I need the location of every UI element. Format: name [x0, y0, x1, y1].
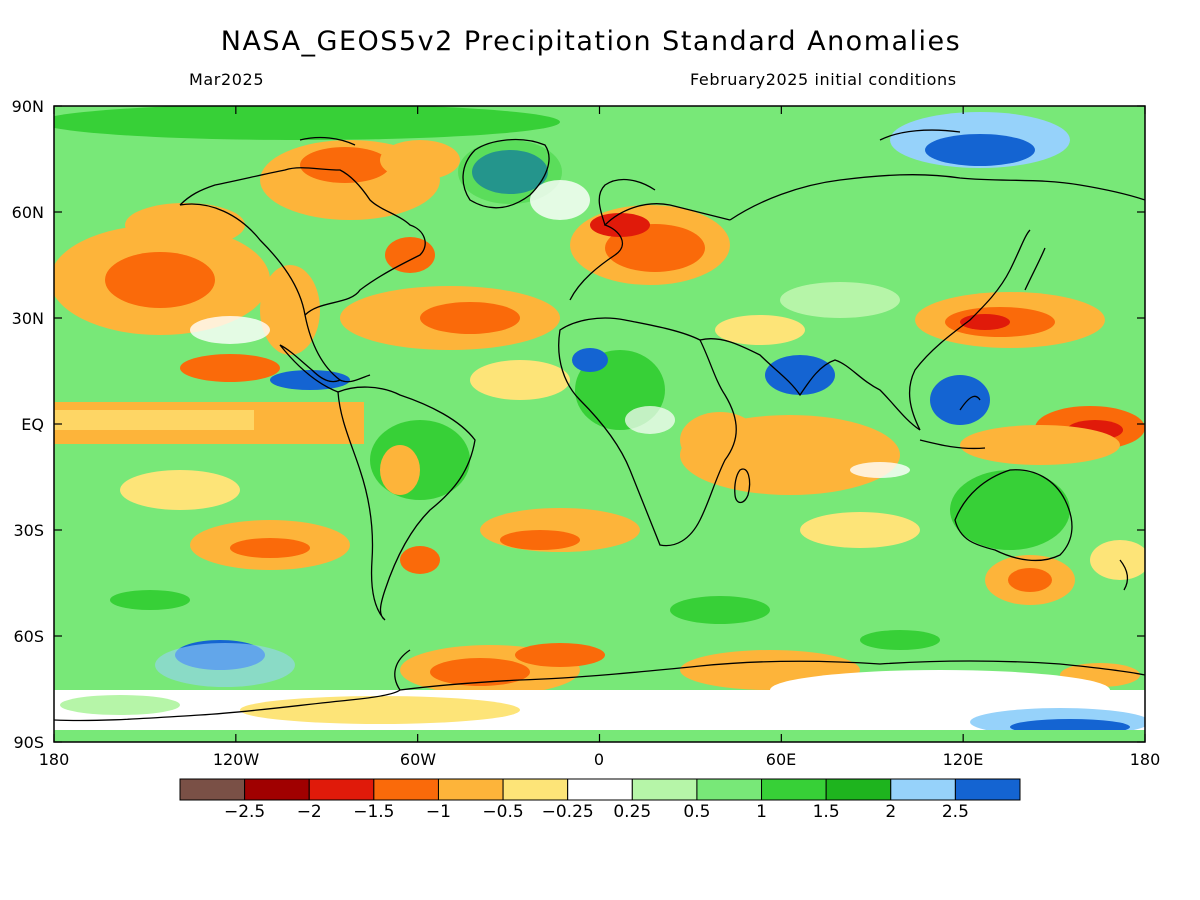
- colorbar: [179, 778, 1021, 801]
- axis-ticks: [53, 105, 1146, 743]
- colorbar-label: −1.5: [353, 802, 395, 822]
- coastlines: [54, 129, 1145, 722]
- colorbar-swatch: [567, 778, 633, 801]
- lat-label-30n: 30N: [11, 309, 44, 328]
- colorbar-swatch: [761, 778, 827, 801]
- forecast-month: Mar2025: [189, 70, 265, 89]
- map-title: NASA_GEOS5v2 Precipitation Standard Anom…: [220, 26, 962, 57]
- colorbar-label: 0.5: [683, 802, 711, 822]
- lat-label-90n: 90N: [11, 97, 44, 116]
- colorbar-label: −2.5: [223, 802, 266, 822]
- initial-conditions: February2025 initial conditions: [690, 70, 957, 89]
- colorbar-swatch: [890, 778, 956, 801]
- colorbar-swatch: [954, 778, 1021, 801]
- colorbar-swatch: [825, 778, 892, 801]
- lat-label-60s: 60S: [13, 627, 44, 646]
- lon-label-180w: 180: [38, 750, 70, 769]
- colorbar-swatch: [631, 778, 698, 801]
- lon-label-0: 0: [593, 750, 605, 769]
- lat-label-30s: 30S: [13, 521, 44, 540]
- colorbar-label: 2.5: [941, 802, 969, 822]
- colorbar-label: 0.25: [613, 802, 652, 822]
- colorbar-label: 1: [756, 802, 767, 822]
- colorbar-swatch: [244, 778, 310, 801]
- colorbar-label: 2: [885, 802, 897, 822]
- colorbar-label: −0.25: [541, 802, 594, 822]
- lat-label-60n: 60N: [11, 203, 44, 222]
- lat-label-eq: EQ: [21, 415, 44, 434]
- colorbar-swatch: [696, 778, 763, 801]
- colorbar-label: −1: [425, 802, 451, 822]
- colorbar-swatch: [179, 778, 246, 801]
- colorbar-label: −0.5: [482, 802, 524, 822]
- lon-label-120w: 120W: [212, 750, 260, 769]
- lon-label-120e: 120E: [942, 750, 984, 769]
- lon-label-60w: 60W: [399, 750, 437, 769]
- anomaly-patches: [54, 106, 1145, 742]
- lon-label-180e: 180: [1129, 750, 1161, 769]
- colorbar-label: −2: [296, 802, 322, 822]
- lon-label-60e: 60E: [765, 750, 797, 769]
- anomaly-field: [54, 106, 1145, 742]
- colorbar-swatch: [502, 778, 569, 801]
- lat-label-90s: 90S: [13, 733, 44, 752]
- colorbar-swatch: [373, 778, 439, 801]
- colorbar-swatch: [437, 778, 504, 801]
- colorbar-swatch: [308, 778, 375, 801]
- colorbar-label: 1.5: [812, 802, 840, 822]
